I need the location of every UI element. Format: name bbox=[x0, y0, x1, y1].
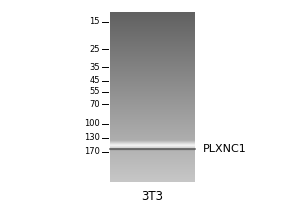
Text: 170: 170 bbox=[84, 148, 100, 156]
Text: 3T3: 3T3 bbox=[142, 190, 164, 200]
Text: 35: 35 bbox=[89, 63, 100, 72]
Text: 70: 70 bbox=[89, 100, 100, 109]
Text: 25: 25 bbox=[89, 45, 100, 54]
Text: PLXNC1: PLXNC1 bbox=[203, 144, 247, 154]
Text: 130: 130 bbox=[84, 133, 100, 142]
Text: 45: 45 bbox=[89, 76, 100, 85]
Text: 55: 55 bbox=[89, 87, 100, 96]
Text: 15: 15 bbox=[89, 18, 100, 26]
Text: 100: 100 bbox=[84, 119, 100, 128]
